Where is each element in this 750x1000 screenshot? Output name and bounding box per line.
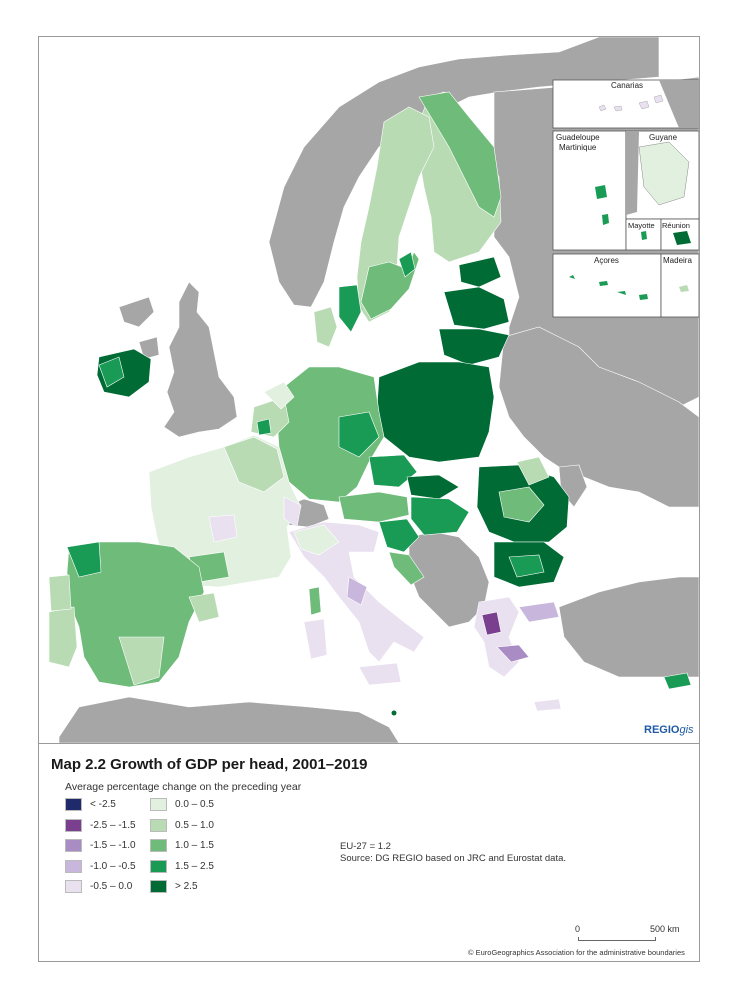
legend-item: > 2.5 [150,880,198,893]
legend-item: < -2.5 [65,798,116,811]
legend-swatch [65,798,82,811]
legend-heading: Average percentage change on the precedi… [65,781,302,793]
legend-item: -1.0 – -0.5 [65,859,136,873]
legend-swatch [150,880,167,893]
label-madeira: Madeira [663,256,692,265]
legend-swatch [65,880,82,893]
legend-swatch [150,859,167,873]
legend-label: > 2.5 [175,881,198,892]
legend-item: 0.5 – 1.0 [150,818,214,832]
legend-item: -1.5 – -1.0 [65,839,136,852]
divider [39,743,699,744]
label-guyane: Guyane [649,133,678,142]
legend-label: -2.5 – -1.5 [90,819,136,831]
scale-line [578,937,656,941]
scale-end: 500 km [650,924,680,934]
inset-canarias [552,79,699,129]
legend-label: < -2.5 [90,799,116,810]
legend-item: -0.5 – 0.0 [65,880,132,893]
legend-item: 0.0 – 0.5 [150,798,214,811]
legend-swatch [150,798,167,811]
map-frame [38,36,700,962]
source-note: Source: DG REGIO based on JRC and Eurost… [340,853,567,864]
inset-guyane [625,130,699,220]
legend-swatch [65,859,82,873]
legend-swatch [150,839,167,852]
scale-start: 0 [575,924,581,934]
non-eu-land [58,37,699,743]
legend-label: 0.0 – 0.5 [175,799,214,810]
legend-label: 1.5 – 2.5 [175,860,214,872]
legend-label: -1.0 – -0.5 [90,860,136,872]
legend-swatch [65,818,82,832]
inset-antilles [552,130,627,251]
inset-mayotte-reunion [625,218,699,251]
legend-item: 1.5 – 2.5 [150,859,214,873]
choropleth-map[interactable]: Canarias Guadeloupe Martinique Guyane Ma… [39,37,699,743]
scale-bar: 0 500 km [570,924,680,944]
map-title: Map 2.2 Growth of GDP per head, 2001–201… [51,756,368,773]
copyright-note: © EuroGeographics Association for the ad… [468,948,685,957]
label-reunion: Réunion [662,221,690,230]
legend-label: -1.5 – -1.0 [90,840,136,851]
legend-item: -2.5 – -1.5 [65,818,136,832]
legend-label: -0.5 – 0.0 [90,881,133,892]
legend-label: 0.5 – 1.0 [175,819,214,831]
legend-swatch [150,818,167,832]
legend-item: 1.0 – 1.5 [150,839,214,852]
inset-acores-madeira [552,253,699,318]
regiogis-logo: REGIOgis [644,724,694,736]
eu-average: EU-27 = 1.2 [340,841,391,852]
legend-label: 1.0 – 1.5 [175,840,214,851]
label-guadeloupe: Guadeloupe [556,133,600,142]
label-canarias: Canarias [611,81,644,90]
label-martinique: Martinique [559,143,597,152]
label-acores: Açores [594,256,619,265]
legend-swatch [65,839,82,852]
label-mayotte: Mayotte [628,221,655,230]
